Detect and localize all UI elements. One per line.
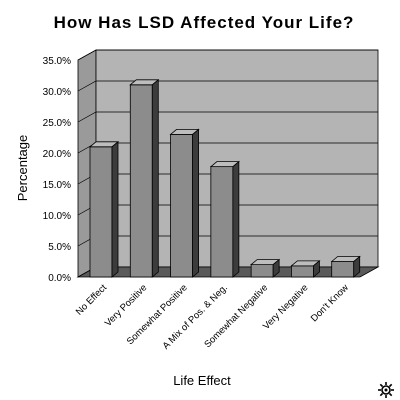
y-axis-ticks: 0.0% 5.0% 10.0% 15.0% 20.0% 25.0% 30.0% 35.0% [43, 56, 71, 284]
gridline [77, 111, 378, 123]
gridline [77, 80, 378, 92]
x-axis-title: Life Effect [173, 373, 231, 388]
y-tick-label: 20.0% [43, 149, 71, 160]
y-tick-label: 5.0% [48, 242, 71, 253]
bar [209, 160, 240, 278]
bars [88, 78, 361, 278]
sun-gear-icon [378, 382, 394, 398]
y-tick-label: 30.0% [43, 87, 71, 98]
bar [129, 78, 160, 278]
gridline [77, 49, 378, 61]
y-tick-label: 10.0% [43, 211, 71, 222]
y-axis-title: Percentage [15, 135, 30, 202]
bar [290, 259, 321, 278]
y-tick-label: 25.0% [43, 118, 71, 129]
x-tick-label: Don't Know [309, 282, 351, 324]
bar [88, 140, 120, 278]
x-tick-label: No Effect [74, 282, 110, 318]
y-tick-label: 15.0% [43, 180, 71, 191]
y-tick-label: 35.0% [43, 56, 71, 67]
bar [169, 128, 200, 278]
y-tick-label: 0.0% [48, 273, 71, 284]
bar [330, 255, 361, 278]
chart-title: How Has LSD Affected Your Life? [54, 13, 355, 32]
bar [250, 258, 281, 278]
